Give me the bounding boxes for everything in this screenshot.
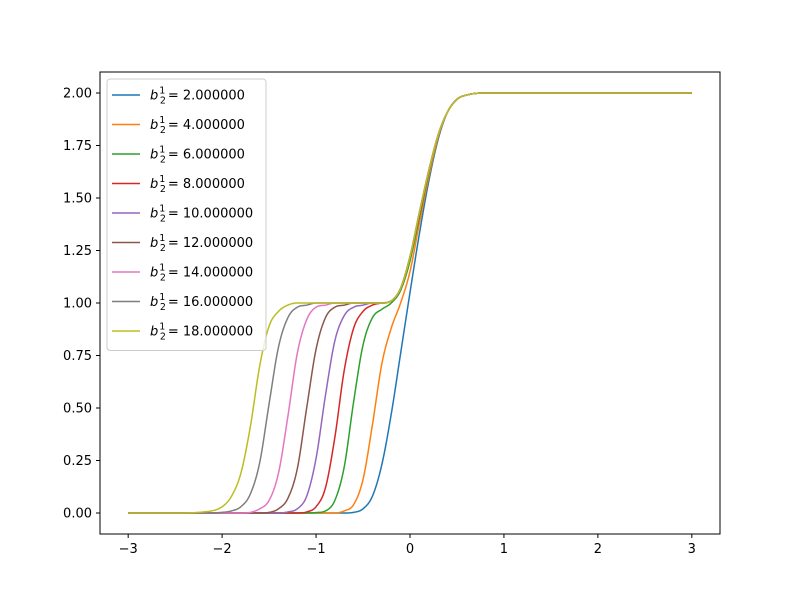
x-tick-label: −2 (213, 542, 232, 557)
x-tick-label: 2 (594, 542, 602, 557)
legend-entry-1: b1 2 = 2.000000 (112, 86, 245, 107)
legend-label: b1 2 = 12.000000 (150, 233, 253, 254)
x-tick-label: −1 (306, 542, 325, 557)
y-tick-label: 0.25 (63, 454, 92, 469)
y-tick-label: 1.25 (63, 244, 92, 259)
legend-label: b1 2 = 6.000000 (150, 145, 245, 166)
legend-entry-4: b1 2 = 8.000000 (112, 174, 245, 195)
legend-entry-6: b1 2 = 12.000000 (112, 233, 253, 254)
legend-entry-9: b1 2 = 18.000000 (112, 322, 253, 343)
legend-box (106, 78, 267, 351)
legend-entry-2: b1 2 = 4.000000 (112, 115, 245, 136)
x-tick-label: 3 (688, 542, 696, 557)
y-axis-ticks: 0.00 0.25 0.50 0.75 1.00 1.25 1.50 1.75 2.00 (63, 87, 100, 522)
legend-entry-3: b1 2 = 6.000000 (112, 145, 245, 166)
legend-label: b1 2 = 4.000000 (150, 115, 245, 136)
y-tick-label: 0.00 (63, 507, 92, 522)
y-tick-label: 0.50 (63, 402, 92, 417)
legend-label: b1 2 = 10.000000 (150, 204, 253, 225)
x-tick-label: 0 (406, 542, 414, 557)
legend-label: b1 2 = 2.000000 (150, 86, 245, 107)
legend: b1 2 = 2.000000 b1 2 = 4.000000 b1 2 = 6.000000 b… (106, 78, 267, 351)
y-tick-label: 1.75 (63, 139, 92, 154)
legend-entry-8: b1 2 = 16.000000 (112, 292, 253, 313)
legend-label: b1 2 = 16.000000 (150, 292, 253, 313)
y-tick-label: 0.75 (63, 349, 92, 364)
legend-entry-7: b1 2 = 14.000000 (112, 263, 253, 284)
x-tick-label: 1 (500, 542, 508, 557)
legend-label: b1 2 = 8.000000 (150, 174, 245, 195)
legend-label: b1 2 = 18.000000 (150, 322, 253, 343)
y-tick-label: 1.00 (63, 297, 92, 312)
y-tick-label: 1.50 (63, 192, 92, 207)
x-axis-ticks: −3 −2 −1 0 1 2 3 (119, 534, 696, 557)
series-line-9 (128, 92, 692, 514)
legend-label: b1 2 = 14.000000 (150, 263, 253, 284)
legend-entry-5: b1 2 = 10.000000 (112, 204, 253, 225)
y-tick-label: 2.00 (63, 87, 92, 102)
x-tick-label: −3 (119, 542, 138, 557)
series-layer (128, 92, 692, 514)
